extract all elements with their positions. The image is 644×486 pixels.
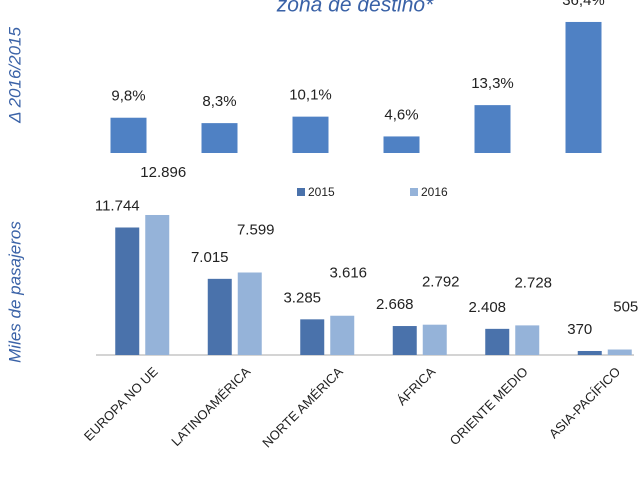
x-tick-label: ORIENTE MEDIO	[447, 364, 531, 448]
data-label: 4,6%	[384, 106, 418, 123]
bar	[474, 105, 511, 153]
legend-swatch	[297, 188, 305, 196]
data-label: 2.792	[422, 274, 460, 291]
bar	[383, 136, 420, 153]
bar	[292, 116, 329, 153]
data-label: 12.896	[140, 164, 186, 181]
y-axis-label: Δ 2016/2015	[5, 27, 24, 124]
data-label: 2.668	[376, 296, 414, 313]
data-label: 9,8%	[111, 88, 145, 105]
bar	[565, 21, 602, 154]
x-tick-label: LATINOAMÉRICA	[168, 364, 253, 449]
x-tick-label: EUROPA NO UE	[81, 364, 161, 444]
data-label: 10,1%	[289, 87, 332, 104]
bar	[485, 328, 510, 355]
bar	[145, 214, 170, 355]
data-label: 11.744	[95, 197, 140, 214]
bar	[207, 278, 232, 355]
bar	[392, 326, 417, 355]
data-label: 2.408	[468, 299, 506, 316]
legend-label: 2015	[308, 185, 335, 199]
data-label: 505	[613, 298, 638, 315]
data-label: 2.728	[514, 274, 552, 291]
bar	[577, 350, 602, 355]
y-axis-label: Miles de pasajeros	[5, 221, 24, 363]
bar	[515, 325, 540, 355]
legend-label: 2016	[421, 185, 448, 199]
bar	[115, 227, 140, 355]
chart-title: zona de destino*	[276, 0, 434, 17]
x-tick-label: NORTE AMÉRICA	[259, 364, 346, 451]
data-label: 3.616	[329, 265, 367, 282]
data-label: 7.015	[191, 249, 229, 266]
bar	[330, 315, 355, 355]
bar	[422, 324, 447, 355]
data-label: 13,3%	[471, 75, 514, 92]
x-tick-label: ÁFRICA	[394, 364, 439, 409]
data-label: 7.599	[237, 221, 275, 238]
x-tick-label: ASIA-PACÍFICO	[546, 364, 623, 441]
bar	[110, 117, 147, 153]
bar	[201, 123, 238, 153]
data-label: 3.285	[283, 289, 321, 306]
bar	[237, 272, 262, 355]
data-label: 36,4%	[562, 0, 605, 9]
bar	[300, 319, 325, 355]
data-label: 8,3%	[202, 93, 236, 110]
data-label: 370	[567, 321, 592, 338]
legend-swatch	[410, 188, 418, 196]
bar	[607, 349, 632, 355]
